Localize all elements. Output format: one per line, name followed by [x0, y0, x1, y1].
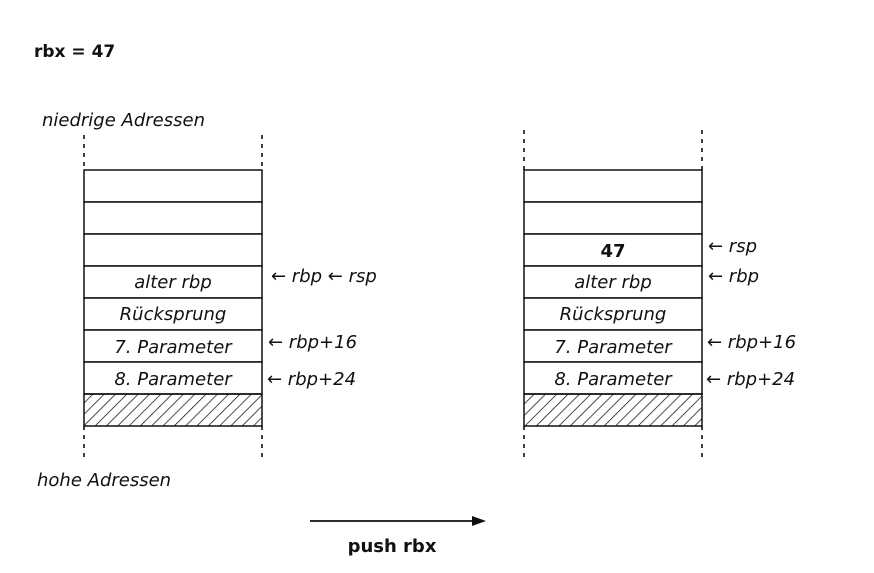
left-pointer-row-5: ← rbp+16	[268, 332, 357, 353]
left-cell-label-3: alter rbp	[134, 272, 212, 293]
right-cell-label-2: 47	[600, 241, 625, 262]
right-stack-cell-0	[523, 169, 703, 203]
right-pointer-row-6: ← rbp+24	[706, 369, 795, 390]
push-operation-label: push rbx	[348, 536, 437, 557]
left-stack-hatched-cell	[83, 393, 263, 427]
right-stack-cell-3	[523, 265, 703, 299]
right-pointer-row-2: ← rsp	[708, 236, 757, 257]
right-stack-hatched-cell	[523, 393, 703, 427]
left-pointer-row-6: ← rbp+24	[267, 369, 356, 390]
left-stack-cell-0	[83, 169, 263, 203]
right-pointer-row-5: ← rbp+16	[707, 332, 796, 353]
right-cell-label-6: 8. Parameter	[554, 369, 673, 390]
left-cell-label-6: 8. Parameter	[114, 369, 233, 390]
left-stack-cell-5	[83, 329, 263, 363]
right-cell-label-5: 7. Parameter	[554, 337, 673, 358]
left-stack: alter rbp Rücksprung 7. Parameter 8. Par…	[83, 169, 263, 427]
right-stack: 47 alter rbp Rücksprung 7. Parameter 8. …	[523, 169, 703, 427]
low-addresses-label: niedrige Adressen	[42, 110, 205, 131]
left-pointer-row-3: ← rbp ← rsp	[271, 266, 377, 287]
high-addresses-label: hohe Adressen	[37, 470, 171, 491]
left-stack-cell-2	[83, 233, 263, 267]
register-assignment-label: rbx = 47	[34, 42, 115, 62]
right-pointer-row-3: ← rbp	[708, 266, 759, 287]
right-stack-cell-6	[523, 361, 703, 395]
push-arrow-head	[472, 516, 486, 526]
right-cell-label-3: alter rbp	[574, 272, 652, 293]
left-cell-label-4: Rücksprung	[120, 304, 227, 325]
right-cell-label-4: Rücksprung	[560, 304, 667, 325]
right-stack-cell-5	[523, 329, 703, 363]
right-stack-cell-4	[523, 297, 703, 331]
left-stack-cell-6	[83, 361, 263, 395]
left-cell-label-5: 7. Parameter	[114, 337, 233, 358]
left-stack-cell-1	[83, 201, 263, 235]
right-stack-cell-1	[523, 201, 703, 235]
